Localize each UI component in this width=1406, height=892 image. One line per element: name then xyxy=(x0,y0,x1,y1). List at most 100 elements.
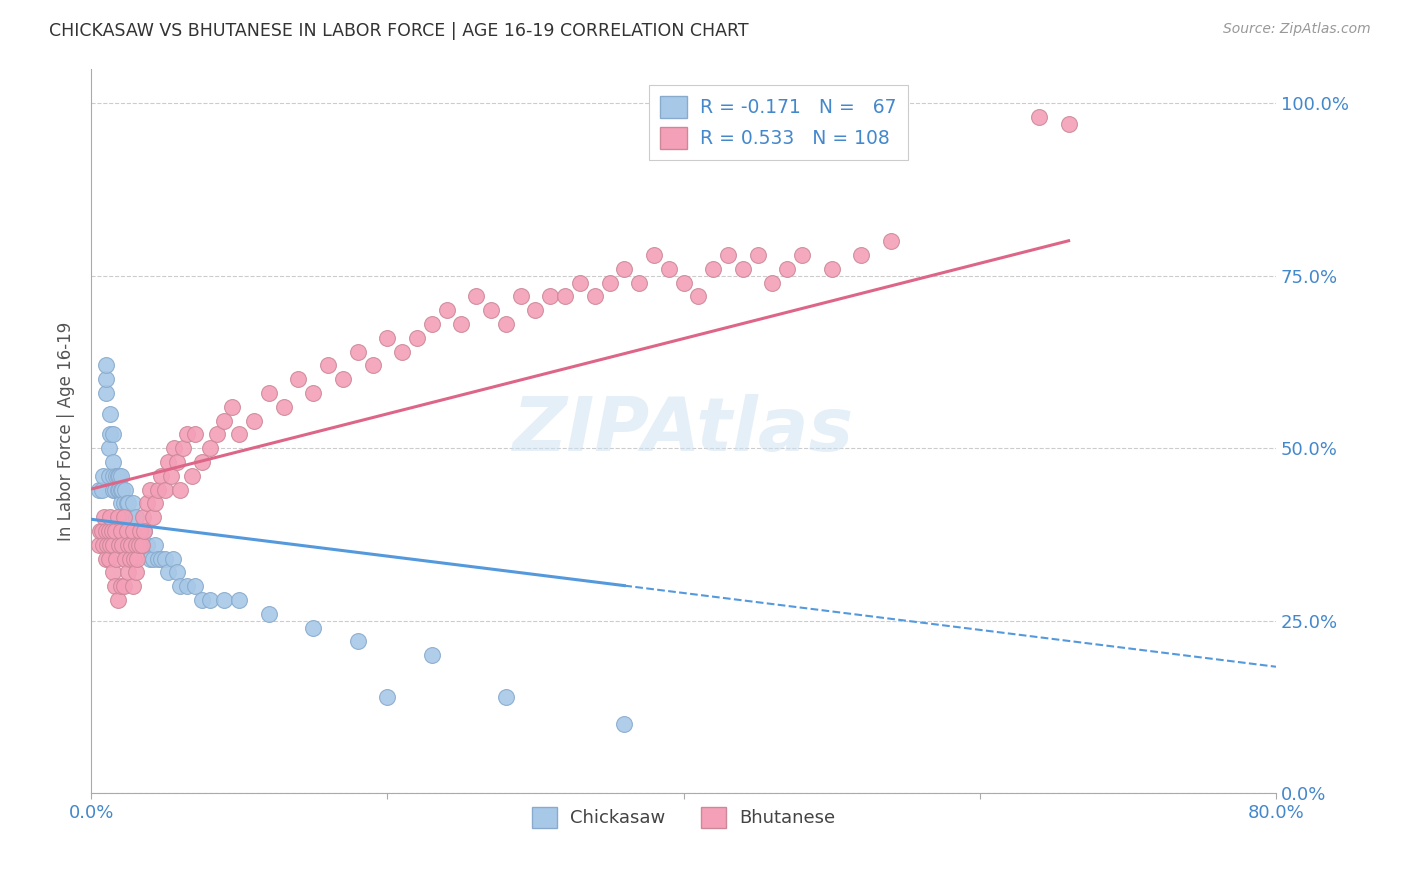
Point xyxy=(583,289,606,303)
Point xyxy=(214,414,236,428)
Point xyxy=(121,524,143,538)
Point xyxy=(122,551,145,566)
Point xyxy=(124,510,146,524)
Point xyxy=(166,455,188,469)
Point xyxy=(136,496,159,510)
Point xyxy=(157,455,180,469)
Point xyxy=(117,510,139,524)
Point xyxy=(221,400,243,414)
Point xyxy=(94,359,117,373)
Point xyxy=(613,717,636,731)
Point xyxy=(731,261,754,276)
Point xyxy=(143,496,166,510)
Point xyxy=(124,538,146,552)
Point xyxy=(121,524,143,538)
Point xyxy=(1057,117,1080,131)
Point xyxy=(191,455,214,469)
Point xyxy=(1028,110,1050,124)
Point xyxy=(554,289,576,303)
Point xyxy=(184,427,207,442)
Point xyxy=(776,261,799,276)
Point xyxy=(450,317,472,331)
Point xyxy=(143,538,166,552)
Point xyxy=(111,538,134,552)
Point xyxy=(153,483,176,497)
Point xyxy=(115,524,138,538)
Point xyxy=(184,579,207,593)
Point xyxy=(153,551,176,566)
Point xyxy=(125,551,148,566)
Point xyxy=(114,510,136,524)
Point xyxy=(120,538,142,552)
Point xyxy=(302,386,325,401)
Point xyxy=(124,566,146,580)
Point xyxy=(377,690,399,704)
Point xyxy=(149,551,172,566)
Point xyxy=(436,303,458,318)
Point xyxy=(146,551,169,566)
Point xyxy=(139,483,162,497)
Point xyxy=(880,234,903,248)
Point xyxy=(198,441,221,455)
Point xyxy=(132,538,155,552)
Point xyxy=(124,538,146,552)
Point xyxy=(103,468,125,483)
Point xyxy=(851,248,873,262)
Point xyxy=(257,607,280,621)
Point xyxy=(316,359,339,373)
Point xyxy=(149,468,172,483)
Point xyxy=(118,524,141,538)
Point xyxy=(287,372,309,386)
Point xyxy=(273,400,295,414)
Point xyxy=(112,510,135,524)
Point xyxy=(761,276,783,290)
Point xyxy=(790,248,813,262)
Point xyxy=(129,524,152,538)
Point xyxy=(228,593,250,607)
Point xyxy=(103,427,125,442)
Point xyxy=(205,427,228,442)
Point xyxy=(120,510,142,524)
Point xyxy=(702,261,724,276)
Point xyxy=(94,551,117,566)
Point xyxy=(129,524,152,538)
Point xyxy=(169,579,191,593)
Point xyxy=(658,261,681,276)
Point xyxy=(176,427,198,442)
Point xyxy=(406,331,429,345)
Point xyxy=(89,524,111,538)
Point xyxy=(97,441,120,455)
Point xyxy=(346,634,368,648)
Point xyxy=(228,427,250,442)
Point xyxy=(142,510,165,524)
Point xyxy=(688,289,710,303)
Point xyxy=(91,538,114,552)
Point xyxy=(162,551,184,566)
Point xyxy=(112,579,135,593)
Point xyxy=(104,524,127,538)
Point xyxy=(117,566,139,580)
Point xyxy=(128,538,150,552)
Point xyxy=(94,372,117,386)
Point xyxy=(93,510,115,524)
Point xyxy=(90,524,112,538)
Point xyxy=(599,276,621,290)
Point xyxy=(108,483,131,497)
Point xyxy=(346,344,368,359)
Point xyxy=(87,538,110,552)
Point xyxy=(176,579,198,593)
Point xyxy=(97,468,120,483)
Point xyxy=(110,524,132,538)
Point xyxy=(214,593,236,607)
Point xyxy=(125,524,148,538)
Point xyxy=(100,510,122,524)
Point xyxy=(524,303,547,318)
Point xyxy=(121,496,143,510)
Point xyxy=(157,566,180,580)
Point xyxy=(115,496,138,510)
Point xyxy=(747,248,769,262)
Point xyxy=(132,510,155,524)
Point xyxy=(131,538,153,552)
Point xyxy=(107,468,129,483)
Point xyxy=(103,483,125,497)
